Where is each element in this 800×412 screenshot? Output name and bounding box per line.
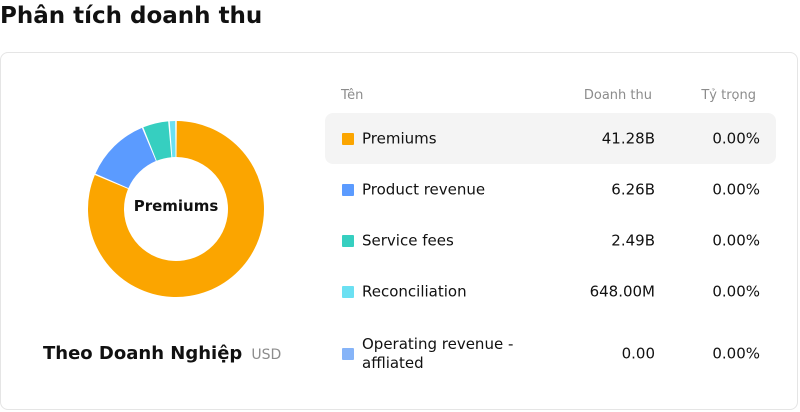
row-share: 0.00% (712, 231, 760, 249)
revenue-donut-chart[interactable] (87, 120, 265, 298)
row-revenue: 2.49B (611, 231, 655, 249)
row-label: Service fees (362, 231, 454, 249)
row-revenue: 0.00 (621, 344, 655, 363)
donut-center-label: Premiums (133, 197, 219, 215)
table-row[interactable]: Product revenue 6.26B 0.00% (325, 164, 776, 215)
row-label: Reconciliation (362, 282, 467, 300)
table-row[interactable]: Premiums 41.28B 0.00% (325, 113, 776, 164)
row-revenue: 648.00M (589, 282, 655, 300)
currency-label: USD (251, 347, 282, 363)
row-label: Product revenue (362, 180, 486, 198)
page-title: Phân tích doanh thu (0, 3, 263, 29)
legend-swatch (342, 183, 354, 196)
legend-swatch (342, 348, 354, 360)
row-revenue: 41.28B (601, 129, 655, 147)
donut-slice-reconciliation[interactable] (169, 121, 176, 158)
table-row[interactable]: Operating revenue - affliated 0.00 0.00% (325, 317, 776, 391)
row-label: Premiums (362, 129, 437, 147)
legend-swatch (342, 285, 354, 298)
row-label: Operating revenue - affliated (362, 335, 514, 372)
chart-caption: Theo Doanh Nghiệp USD (43, 343, 281, 364)
column-header-revenue: Doanh thu (583, 88, 652, 103)
row-revenue: 6.26B (611, 180, 655, 198)
legend-swatch (342, 234, 354, 247)
row-share: 0.00% (712, 180, 760, 198)
revenue-table: Premiums 41.28B 0.00% Product revenue 6.… (325, 113, 776, 391)
donut-slice-product-revenue[interactable] (95, 127, 156, 189)
legend-swatch (342, 132, 354, 145)
group-title[interactable]: Theo Doanh Nghiệp (43, 343, 243, 364)
column-header-name: Tên (341, 88, 364, 103)
table-row[interactable]: Reconciliation 648.00M 0.00% (325, 266, 776, 317)
column-header-share: Tỷ trọng (701, 88, 756, 103)
row-share: 0.00% (712, 344, 760, 363)
revenue-analysis-card: Premiums Theo Doanh Nghiệp USD Tên Doanh… (0, 52, 798, 410)
table-row[interactable]: Service fees 2.49B 0.00% (325, 215, 776, 266)
donut-slice-service-fees[interactable] (143, 121, 172, 161)
row-share: 0.00% (712, 129, 760, 147)
donut-slice-premiums[interactable] (87, 121, 264, 297)
row-share: 0.00% (712, 282, 760, 300)
